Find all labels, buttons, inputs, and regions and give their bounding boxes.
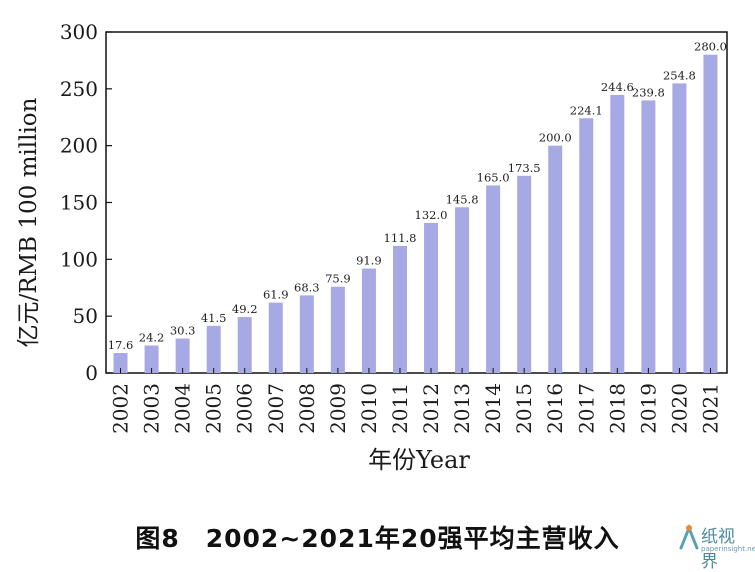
x-tick-label: 2013 <box>450 383 474 434</box>
x-axis: 2002 2003 2004 2005 2006 2007 2008 2009 2010 2011… <box>109 368 722 434</box>
bar-2003 <box>144 345 159 373</box>
y-tick-label: 300 <box>60 20 98 44</box>
x-tick-label: 2008 <box>295 383 319 434</box>
x-tick-label: 2017 <box>574 383 598 434</box>
y-tick-label: 200 <box>60 134 98 158</box>
data-label-2017: 224.1 <box>570 103 603 117</box>
watermark-site: paperinsight.net <box>701 545 755 553</box>
bar-2007 <box>268 302 283 373</box>
y-tick-label: 50 <box>73 304 98 328</box>
x-tick-label: 2020 <box>667 383 691 434</box>
bar-2015 <box>517 175 532 373</box>
x-tick-label: 2006 <box>233 383 257 434</box>
x-tick-label: 2019 <box>636 383 660 434</box>
y-axis: 0 50 100 150 200 250 300 <box>60 20 112 385</box>
bar-2012 <box>424 222 439 373</box>
data-label-2002: 17.6 <box>108 338 134 352</box>
y-tick-label: 100 <box>60 247 98 271</box>
x-tick-label: 2014 <box>481 383 505 434</box>
data-label-2014: 165.0 <box>477 170 510 184</box>
data-label-2010: 91.9 <box>356 254 382 268</box>
bar-2013 <box>455 207 470 373</box>
data-label-2015: 173.5 <box>508 161 541 175</box>
y-tick-label: 150 <box>60 191 98 215</box>
bar-series: 17.6 24.2 30.3 41.5 49.2 61.9 68.3 75.9 91.9111.… <box>108 40 727 374</box>
data-label-2011: 111.8 <box>384 231 417 245</box>
x-tick-label: 2011 <box>388 383 412 434</box>
bar-2008 <box>299 295 314 373</box>
x-tick-label: 2007 <box>264 383 288 434</box>
data-label-2021: 280.0 <box>694 40 727 54</box>
y-tick-label: 0 <box>85 361 98 385</box>
data-label-2003: 24.2 <box>139 330 165 344</box>
watermark-logo-icon <box>679 523 699 550</box>
bar-2002 <box>113 352 128 373</box>
bar-2020 <box>672 83 687 374</box>
x-tick-label: 2016 <box>543 383 567 434</box>
bar-2011 <box>392 245 407 373</box>
x-axis-title: 年份Year <box>368 446 470 474</box>
x-tick-label: 2010 <box>357 383 381 434</box>
data-label-2016: 200.0 <box>539 131 572 145</box>
bar-2009 <box>330 286 345 373</box>
bar-2006 <box>237 317 252 373</box>
x-tick-label: 2002 <box>109 383 133 434</box>
x-tick-label: 2021 <box>698 383 722 434</box>
data-label-2004: 30.3 <box>170 324 196 338</box>
x-tick-label: 2009 <box>326 383 350 434</box>
bar-2018 <box>610 94 625 373</box>
bar-2010 <box>361 268 376 373</box>
data-label-2018: 244.6 <box>601 80 634 94</box>
y-tick-label: 250 <box>60 77 98 101</box>
bar-2021 <box>703 54 718 373</box>
x-tick-label: 2004 <box>171 383 195 434</box>
x-tick-label: 2005 <box>202 383 226 434</box>
y-axis-title: 亿元/RMB 100 million <box>16 97 42 347</box>
bar-2005 <box>206 325 221 373</box>
watermark: 纸视界 paperinsight.net <box>677 520 755 572</box>
bar-2019 <box>641 100 656 373</box>
data-label-2007: 61.9 <box>263 288 289 302</box>
bar-2017 <box>579 118 594 373</box>
data-label-2012: 132.0 <box>415 208 448 222</box>
x-tick-label: 2018 <box>605 383 629 434</box>
data-label-2019: 239.8 <box>632 85 665 99</box>
data-label-2005: 41.5 <box>201 311 227 325</box>
data-label-2008: 68.3 <box>294 280 320 294</box>
data-label-2013: 145.8 <box>446 192 479 206</box>
bar-2004 <box>175 338 190 373</box>
bar-2014 <box>486 185 501 373</box>
x-tick-label: 2012 <box>419 383 443 434</box>
plot-frame <box>105 31 728 374</box>
data-label-2009: 75.9 <box>325 272 351 286</box>
data-label-2020: 254.8 <box>663 68 696 82</box>
figure-caption: 图8 2002~2021年20强平均主营收入 <box>135 524 620 553</box>
data-label-2006: 49.2 <box>232 302 258 316</box>
plot-area: 0 50 100 150 200 250 300 17.6 24.2 30.3 41.5 49.2 6… <box>60 20 728 434</box>
bar-2016 <box>548 145 563 373</box>
x-tick-label: 2015 <box>512 383 536 434</box>
x-tick-label: 2003 <box>140 383 164 434</box>
